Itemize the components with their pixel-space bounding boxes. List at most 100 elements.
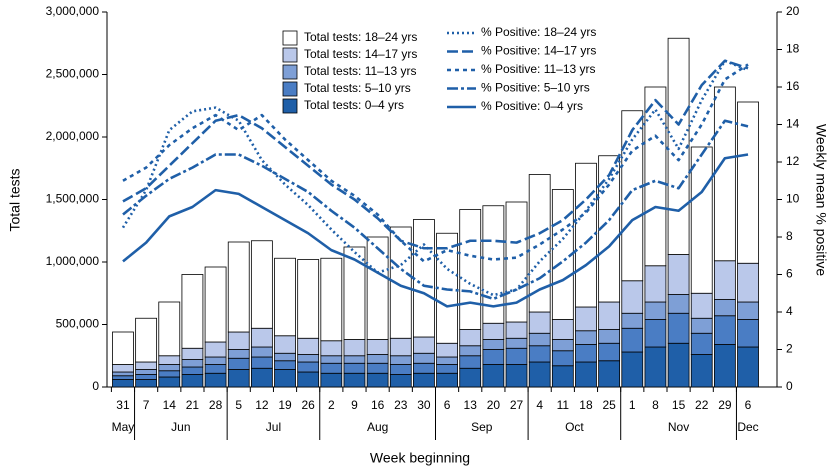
bar-segment: [181, 366, 204, 375]
bar-segment: [505, 347, 528, 365]
y2-tick-label: 12: [786, 154, 800, 168]
bar-segment: [320, 355, 343, 364]
legend-label: % Positive: 14–17 yrs: [481, 44, 596, 58]
bar-segment: [413, 352, 435, 364]
bar-segment: [482, 322, 505, 340]
bar-segment: [575, 306, 597, 332]
bar-segment: [690, 354, 713, 388]
bar-segment: [227, 331, 250, 350]
bar-segment: [528, 345, 551, 363]
bar-segment: [204, 341, 227, 358]
x-tick-label: 11: [557, 398, 570, 412]
x-tick-label: 9: [351, 398, 358, 412]
y2-tick-label: 18: [786, 42, 800, 56]
x-tick-label: 29: [718, 398, 732, 412]
bar-segment: [297, 337, 320, 355]
y-tick-label: 1,500,000: [46, 192, 100, 206]
y-tick-label: 3,000,000: [46, 4, 100, 18]
bar-segment: [250, 240, 273, 329]
bar-segment: [204, 356, 227, 365]
y-tick-label: 2,500,000: [46, 67, 100, 81]
bar-segment: [644, 301, 667, 320]
bar-segment: [713, 260, 736, 300]
bar-segment: [528, 174, 551, 313]
bar-segment: [112, 375, 134, 380]
month-label: Aug: [367, 420, 388, 434]
x-tick-label: 12: [255, 398, 269, 412]
bar-segment: [598, 301, 621, 330]
bar-segment: [297, 361, 320, 373]
legend-swatch: [282, 81, 298, 97]
legend-swatch: [282, 64, 298, 80]
x-tick-label: 7: [143, 398, 150, 412]
bar-segment: [181, 374, 204, 388]
bar-segment: [274, 369, 296, 388]
bar-segment: [621, 312, 644, 329]
bar-segment: [482, 364, 505, 388]
bar-segment: [459, 329, 482, 347]
bar-segment: [297, 259, 320, 339]
bar-segment: [459, 345, 482, 357]
x-tick-label: 13: [464, 398, 478, 412]
bar-segment: [135, 317, 158, 363]
bar-segment: [621, 351, 644, 388]
bar-segment: [413, 362, 435, 374]
x-tick-label: 6: [745, 398, 752, 412]
bar-segment: [135, 361, 158, 370]
bar-segment: [528, 311, 551, 334]
bar-segment: [250, 327, 273, 348]
bar-segment: [575, 361, 597, 388]
x-tick-label: 21: [186, 398, 200, 412]
bar-segment: [482, 349, 505, 365]
bar-segment: [551, 319, 574, 340]
x-tick-label: 5: [235, 398, 242, 412]
bar-segment: [181, 274, 204, 349]
x-tick-label: 23: [394, 398, 408, 412]
y2-tick-label: 2: [786, 342, 793, 356]
x-tick-label: 30: [417, 398, 431, 412]
month-label: Nov: [668, 420, 689, 434]
x-tick-label: 22: [695, 398, 709, 412]
bar-segment: [505, 321, 528, 339]
bar-segment: [690, 332, 713, 355]
bar-segment: [250, 346, 273, 358]
bar-segment: [505, 337, 528, 349]
bar-segment: [366, 362, 389, 374]
bar-segment: [713, 299, 736, 317]
bar-segment: [575, 330, 597, 345]
legend-swatch: [282, 30, 298, 46]
bar-segment: [250, 356, 273, 369]
bar-segment: [482, 205, 505, 324]
bar-segment: [274, 257, 296, 337]
bar-segment: [667, 37, 690, 255]
month-label: Oct: [565, 420, 584, 434]
line-series: [121, 59, 749, 297]
bar-segment: [737, 101, 759, 264]
bar-segment: [389, 374, 412, 388]
bar-segment: [436, 364, 458, 374]
bar-segment: [320, 372, 343, 388]
bar-segment: [644, 319, 667, 348]
bar-segment: [713, 315, 736, 345]
bar-segment: [204, 364, 227, 374]
bar-segment: [135, 374, 158, 380]
bar-segment: [667, 294, 690, 314]
bar-segment: [158, 355, 181, 365]
legend-label: % Positive: 18–24 yrs: [481, 25, 596, 39]
bar-segment: [112, 379, 134, 388]
bar-segment: [621, 110, 644, 282]
x-tick-label: 1: [629, 398, 636, 412]
bar-segment: [274, 335, 296, 354]
legend-label: Total tests: 18–24 yrs: [304, 30, 417, 44]
bar-segment: [551, 350, 574, 367]
y-tick-label: 0: [92, 379, 99, 393]
bar-segment: [459, 367, 482, 388]
bar-segment: [575, 162, 597, 308]
x-tick-label: 20: [487, 398, 501, 412]
bar-segment: [413, 219, 435, 338]
bar-segment: [667, 312, 690, 344]
y2-tick-label: 0: [786, 379, 793, 393]
bar-segment: [621, 280, 644, 314]
bar-segment: [274, 352, 296, 362]
y-tick-label: 2,000,000: [46, 129, 100, 143]
